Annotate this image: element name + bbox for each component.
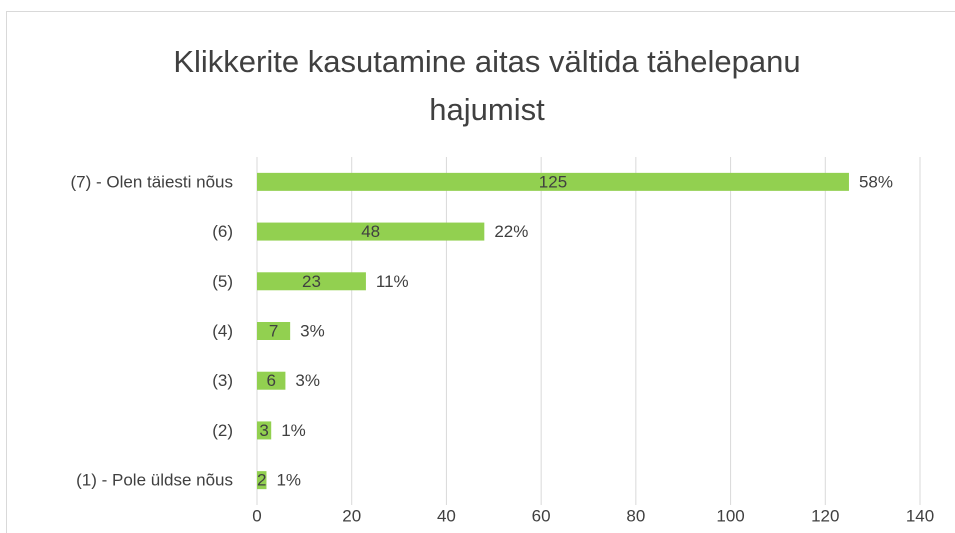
y-tick-label: (2) (212, 421, 233, 440)
x-tick-label: 20 (342, 506, 361, 525)
percent-label: 22% (494, 222, 528, 241)
bar (257, 172, 849, 191)
x-tick-label: 0 (252, 506, 261, 525)
bar (257, 272, 366, 291)
x-tick-label: 100 (716, 506, 744, 525)
value-label: 125 (539, 172, 567, 191)
y-tick-label: (3) (212, 371, 233, 390)
bar (257, 471, 267, 490)
bar (257, 322, 291, 340)
value-label: 2 (257, 471, 266, 490)
bar (257, 421, 272, 440)
y-tick-label: (7) - Olen täiesti nõus (70, 172, 233, 191)
value-label: 48 (361, 222, 380, 241)
chart-frame (6, 11, 955, 533)
x-tick-label: 80 (626, 506, 645, 525)
bar (257, 222, 485, 241)
chart-title: Klikkerite kasutamine aitas vältida tähe… (173, 44, 801, 127)
value-label: 6 (266, 371, 275, 390)
x-tick-label: 60 (532, 506, 551, 525)
percent-label: 58% (859, 172, 893, 191)
percent-label: 1% (276, 471, 301, 490)
bar (257, 371, 286, 390)
x-tick-label: 40 (437, 506, 456, 525)
value-label: 23 (302, 272, 321, 291)
y-tick-label: (6) (212, 222, 233, 241)
y-tick-label: (4) (212, 321, 233, 340)
x-tick-label: 120 (811, 506, 839, 525)
percent-label: 1% (281, 421, 306, 440)
percent-label: 3% (295, 371, 320, 390)
x-tick-label: 140 (906, 506, 934, 525)
percent-label: 3% (300, 321, 325, 340)
percent-label: 11% (376, 272, 409, 291)
value-label: 3 (259, 421, 268, 440)
y-tick-label: (5) (212, 272, 233, 291)
y-tick-label: (1) - Pole üldse nõus (76, 471, 233, 490)
value-label: 7 (269, 321, 278, 340)
